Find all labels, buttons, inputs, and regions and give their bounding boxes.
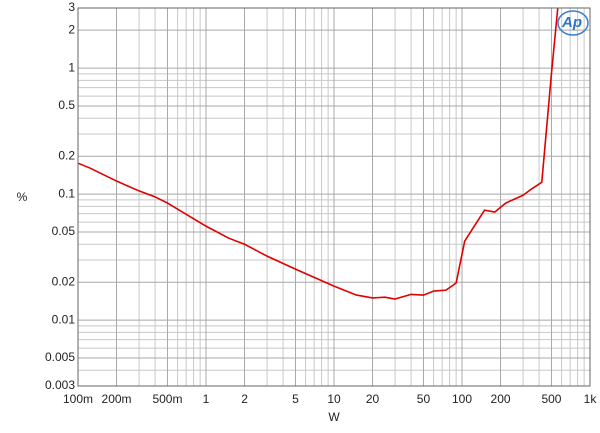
plot-frame xyxy=(77,7,591,387)
y-tick-label: 0.5 xyxy=(58,98,75,112)
y-tick-label: 0.02 xyxy=(52,274,76,288)
y-tick-label: 0.005 xyxy=(45,350,75,364)
data-line xyxy=(78,8,559,300)
x-tick-label: 500 xyxy=(541,392,561,406)
logo-ring xyxy=(557,10,589,36)
y-tick-label: 3 xyxy=(68,0,75,14)
x-tick-label: 200 xyxy=(491,392,511,406)
x-tick-label: 100m xyxy=(63,392,93,406)
y-axis-label: % xyxy=(17,190,28,204)
x-tick-label: 1 xyxy=(203,392,210,406)
x-tick-label: 10 xyxy=(327,392,341,406)
x-tick-label: 20 xyxy=(366,392,380,406)
plot-area xyxy=(78,8,559,300)
x-tick-label: 500m xyxy=(152,392,182,406)
x-tick-label: 200m xyxy=(102,392,132,406)
y-tick-label: 0.003 xyxy=(45,378,75,392)
y-tick-label: 2 xyxy=(68,22,75,36)
logo-text: Ap xyxy=(561,14,582,31)
y-tick-label: 0.1 xyxy=(58,186,75,200)
y-tick-label: 0.01 xyxy=(52,312,76,326)
y-tick-label: 1 xyxy=(68,60,75,74)
logo: Ap xyxy=(557,10,589,36)
grid xyxy=(77,7,591,387)
x-tick-label: 100 xyxy=(452,392,472,406)
x-tick-label: 1k xyxy=(584,392,598,406)
x-tick-label: 5 xyxy=(292,392,299,406)
y-tick-label: 0.2 xyxy=(58,148,75,162)
x-tick-label: 2 xyxy=(241,392,248,406)
y-tick-label: 0.05 xyxy=(52,224,76,238)
x-tick-label: 50 xyxy=(417,392,431,406)
x-axis-label: W xyxy=(328,410,340,424)
